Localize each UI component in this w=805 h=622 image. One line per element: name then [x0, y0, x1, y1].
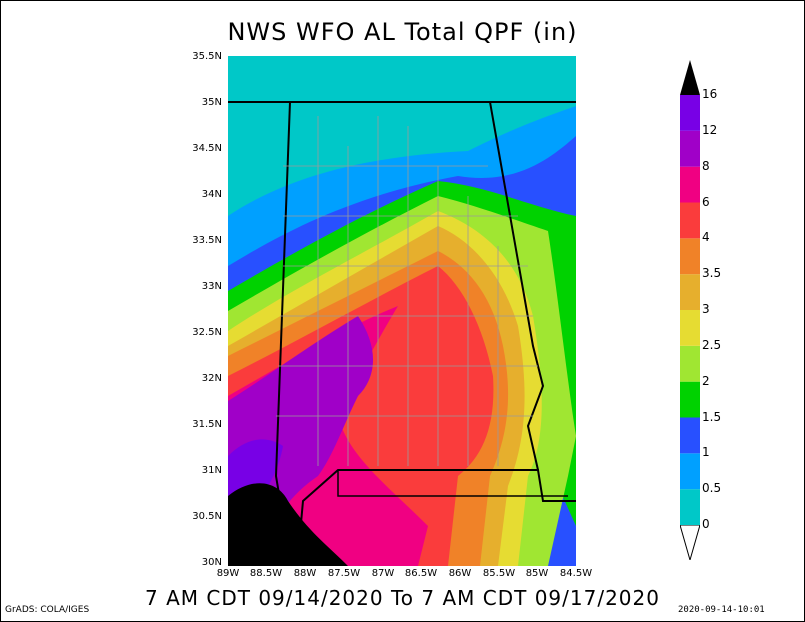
lon-label: 86W — [448, 568, 472, 579]
qpf-map — [228, 56, 576, 566]
lat-label: 32.5N — [192, 327, 222, 338]
map-title: NWS WFO AL Total QPF (in) — [227, 18, 578, 46]
legend-swatch — [680, 453, 700, 490]
legend-label: 2.5 — [702, 337, 722, 352]
run-timestamp: 2020-09-14-10:01 — [678, 605, 765, 615]
lat-label: 34.5N — [192, 143, 222, 154]
legend-label: 8 — [702, 158, 710, 173]
legend-swatch — [680, 95, 700, 131]
legend-label: 12 — [702, 122, 718, 137]
legend-label: 1.5 — [702, 409, 722, 424]
legend-swatch — [680, 345, 700, 382]
lat-label: 35N — [201, 97, 222, 108]
valid-period: 7 AM CDT 09/14/2020 To 7 AM CDT 09/17/20… — [145, 586, 660, 610]
legend-swatch — [680, 417, 700, 454]
legend-swatch — [680, 310, 700, 346]
legend-label: 3.5 — [702, 266, 722, 281]
legend-label: 2 — [702, 373, 710, 388]
lat-label: 31.5N — [192, 419, 222, 430]
legend-label: 4 — [702, 230, 710, 245]
lon-label: 84.5W — [559, 568, 593, 579]
lat-label: 33.5N — [192, 235, 222, 246]
grads-credit: GrADS: COLA/IGES — [5, 605, 90, 615]
legend-swatch — [680, 238, 700, 275]
lon-label: 89W — [216, 568, 240, 579]
lat-label: 35.5N — [192, 51, 222, 62]
lon-label: 88W — [293, 568, 317, 579]
color-legend — [679, 60, 701, 562]
lon-label: 87.5W — [327, 568, 361, 579]
lon-label: 88.5W — [249, 568, 283, 579]
lat-label: 34N — [201, 189, 222, 200]
lon-label: 85W — [525, 568, 549, 579]
lat-label: 30.5N — [192, 511, 222, 522]
legend-label: 1 — [702, 445, 710, 460]
legend-swatch — [680, 202, 700, 239]
legend-label: 16 — [702, 87, 718, 101]
legend-swatch — [680, 381, 700, 418]
legend-swatch — [680, 130, 700, 167]
legend-label: 0 — [702, 517, 710, 531]
lat-label: 33N — [201, 281, 222, 292]
legend-label: 0.5 — [702, 481, 722, 496]
lat-label: 32N — [201, 373, 222, 384]
legend-label: 3 — [702, 302, 710, 316]
legend-swatch — [680, 274, 700, 310]
lat-label: 30N — [201, 557, 222, 568]
lon-label: 87W — [371, 568, 395, 579]
legend-swatch — [680, 166, 700, 203]
legend-bottom-arrow — [679, 524, 701, 562]
lat-label: 31N — [201, 465, 222, 476]
legend-top-arrow — [680, 60, 700, 95]
lon-label: 86.5W — [404, 568, 438, 579]
lon-label: 85.5W — [482, 568, 516, 579]
legend-swatch — [680, 489, 700, 525]
legend-label: 6 — [702, 194, 710, 209]
